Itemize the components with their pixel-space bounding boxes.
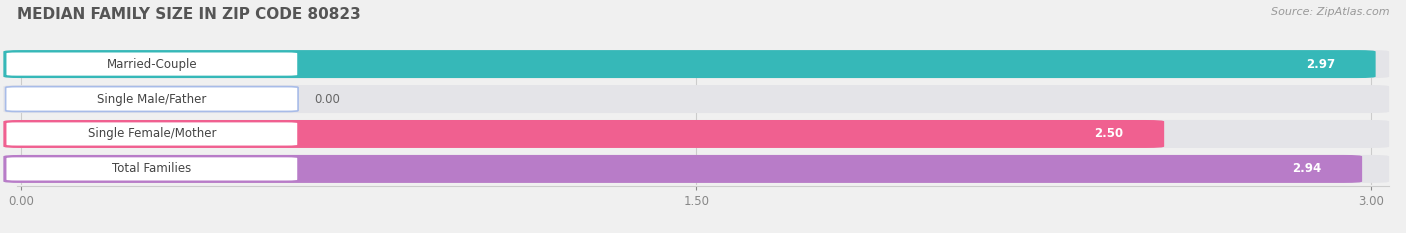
FancyBboxPatch shape [3,120,1389,148]
Text: 0.00: 0.00 [314,93,340,106]
Text: Single Female/Mother: Single Female/Mother [87,127,217,140]
Text: Source: ZipAtlas.com: Source: ZipAtlas.com [1271,7,1389,17]
Text: Total Families: Total Families [112,162,191,175]
FancyBboxPatch shape [3,50,1375,78]
FancyBboxPatch shape [6,157,298,181]
FancyBboxPatch shape [6,52,298,76]
Text: 2.97: 2.97 [1306,58,1336,71]
FancyBboxPatch shape [6,87,298,111]
Text: Married-Couple: Married-Couple [107,58,197,71]
Text: Single Male/Father: Single Male/Father [97,93,207,106]
FancyBboxPatch shape [3,85,1389,113]
Text: 2.50: 2.50 [1094,127,1123,140]
FancyBboxPatch shape [3,155,1362,183]
FancyBboxPatch shape [3,155,1389,183]
FancyBboxPatch shape [3,50,1389,78]
FancyBboxPatch shape [6,122,298,146]
Text: MEDIAN FAMILY SIZE IN ZIP CODE 80823: MEDIAN FAMILY SIZE IN ZIP CODE 80823 [17,7,360,22]
Text: 2.94: 2.94 [1292,162,1322,175]
FancyBboxPatch shape [3,120,1164,148]
